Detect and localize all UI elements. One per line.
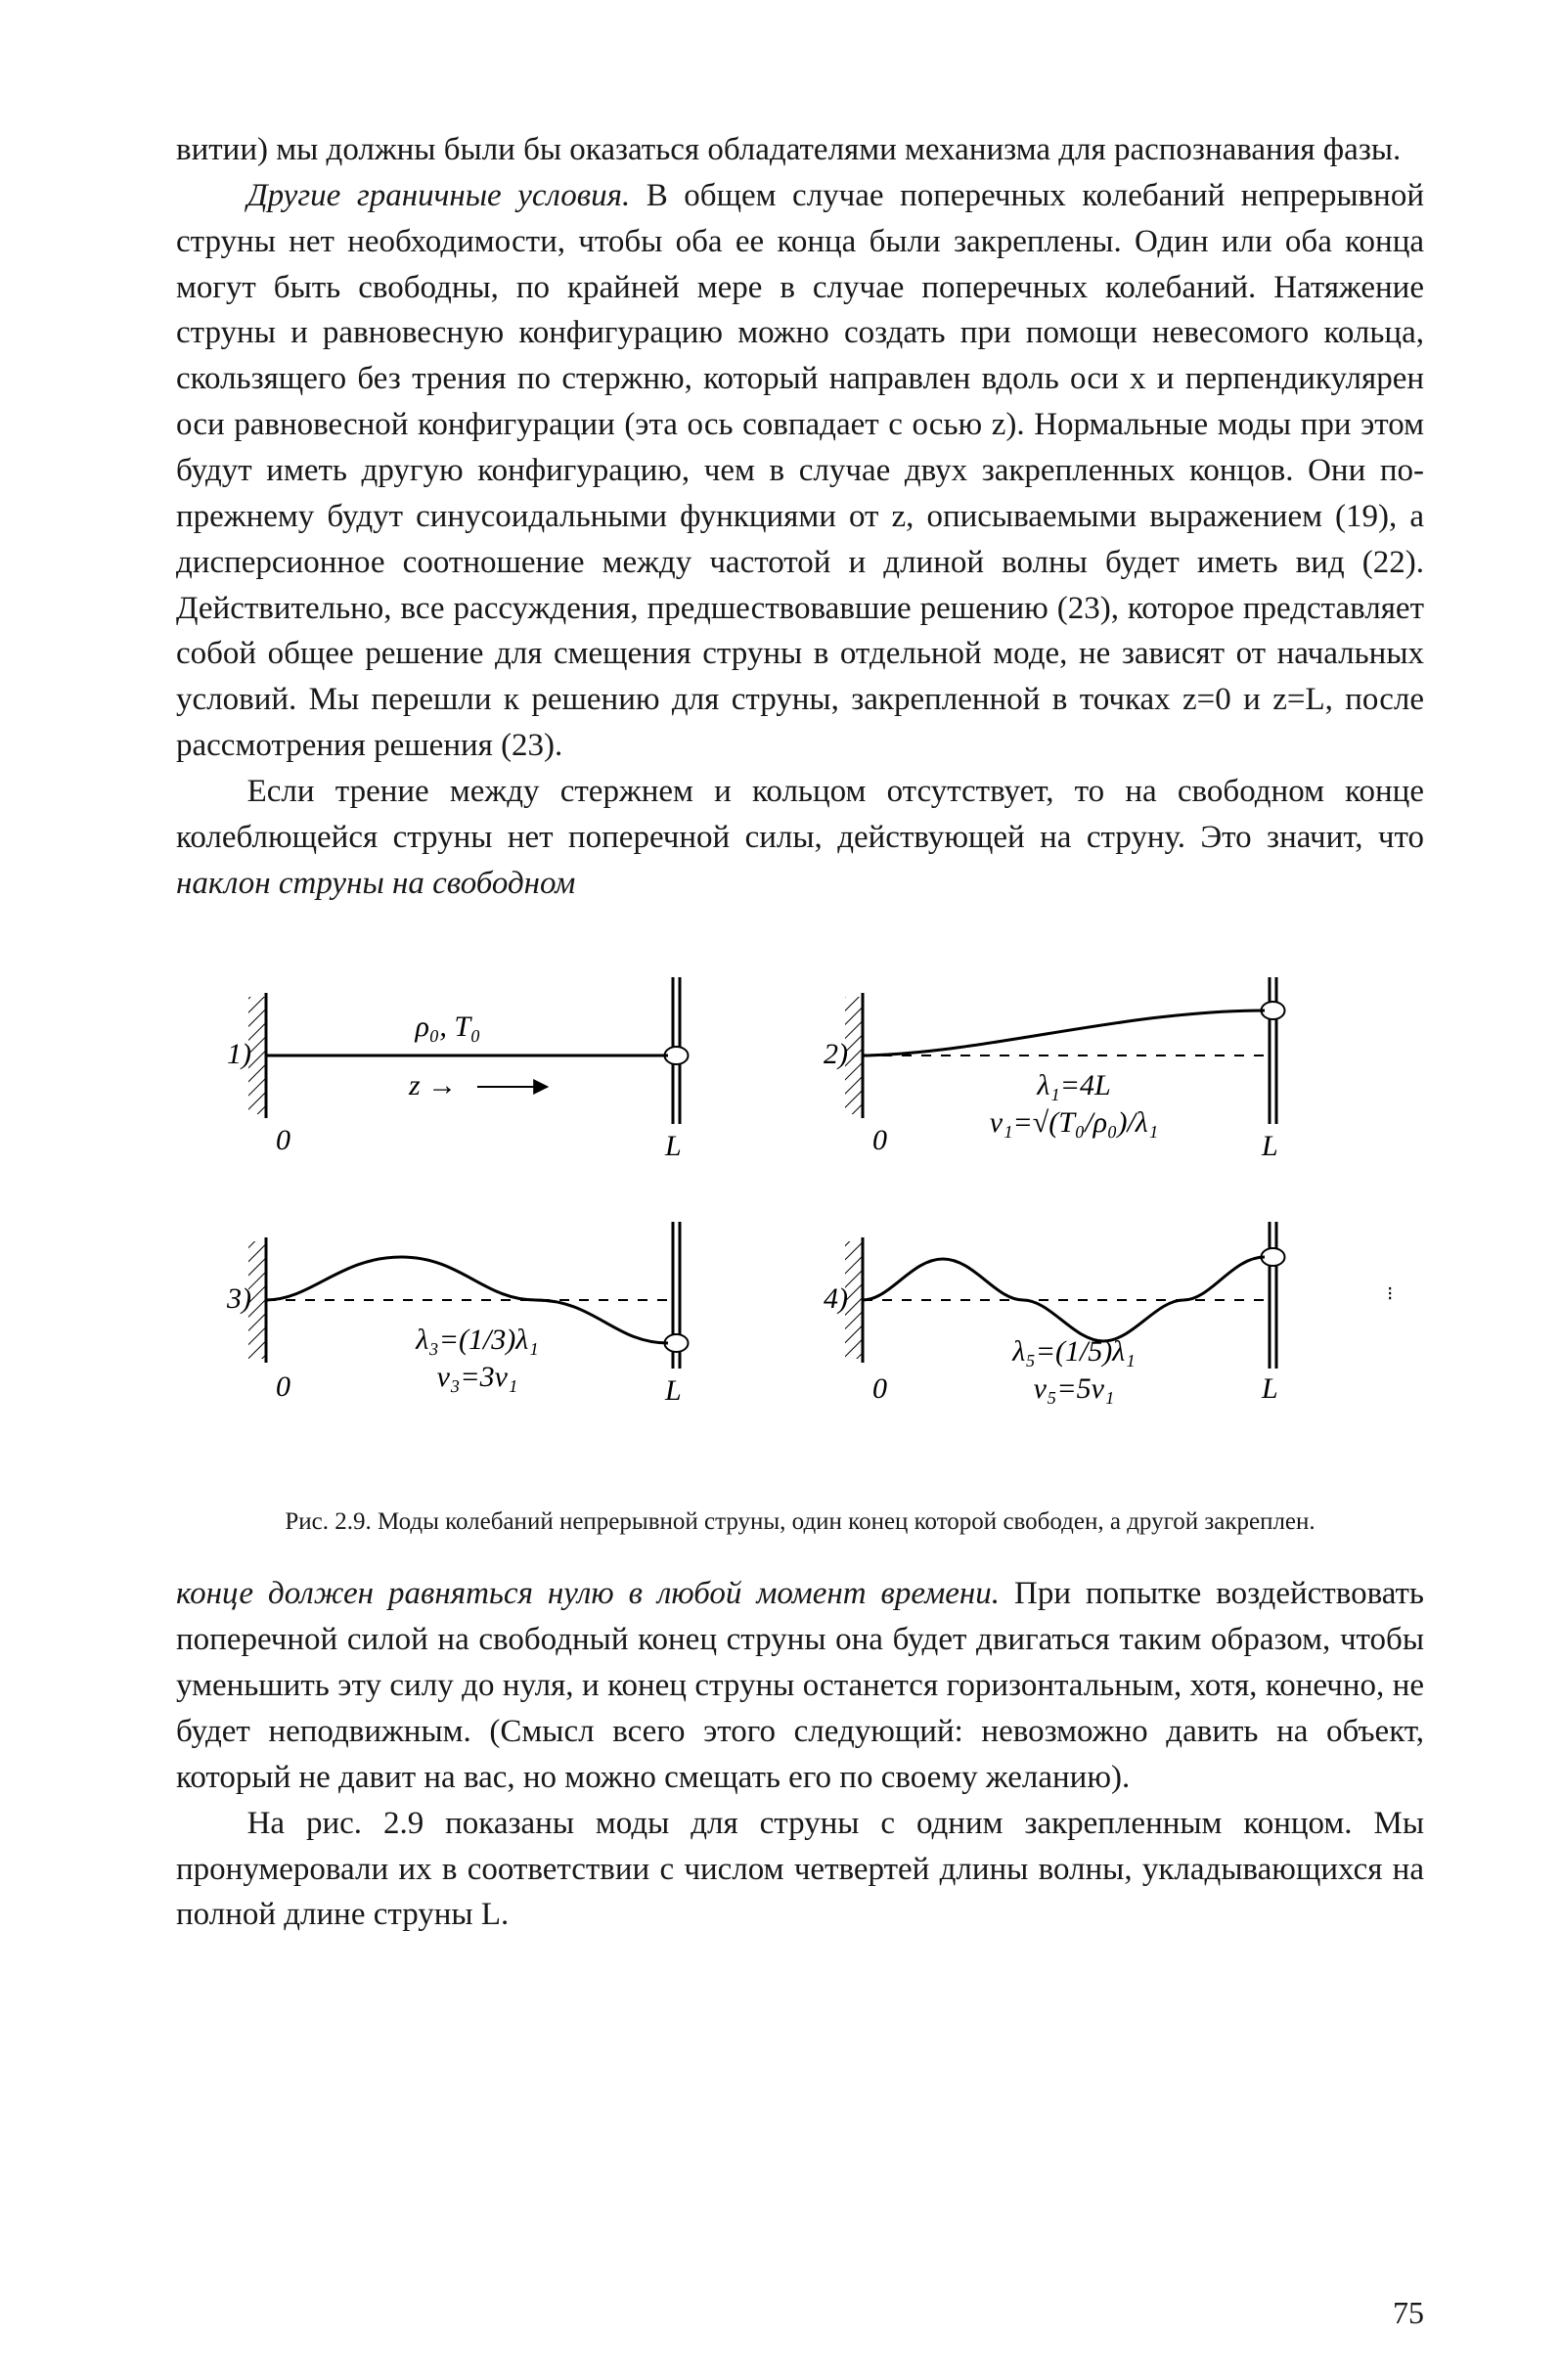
panel-1-id: 1) <box>227 1038 251 1070</box>
page: витии) мы должны были бы оказаться облад… <box>0 0 1561 2380</box>
paragraph-4: конце должен равняться нулю в любой моме… <box>176 1571 1424 1800</box>
panel-3-right-label: L <box>664 1374 682 1407</box>
panel-4-l1: λ₅=(1/5)λ₁ <box>1011 1335 1135 1368</box>
para2-lead-italic: Другие граничные условия. <box>247 178 631 213</box>
figure-2-9: 1) ρ₀, T₀ z → 0 L 2) λ₁=4L ν₁=√( <box>176 938 1424 1486</box>
para3-head: Если трение между стержнем и кольцом отс… <box>176 774 1424 855</box>
panel-2-left-label: 0 <box>872 1124 887 1156</box>
figure-caption: Рис. 2.9. Моды колебаний непрерывной стр… <box>223 1505 1377 1539</box>
body-text-block-2: конце должен равняться нулю в любой моме… <box>176 1571 1424 1938</box>
panel-4: 4) λ₅=(1/5)λ₁ ν₅=5ν₁ 0 L <box>824 1222 1285 1405</box>
panel-3: 3) λ₃=(1/3)λ₁ ν₃=3ν₁ 0 L <box>226 1222 689 1407</box>
panel-1-left-label: 0 <box>276 1124 290 1156</box>
panel-3-id: 3) <box>226 1282 251 1315</box>
panel-2-l1: λ₁=4L <box>1036 1069 1110 1101</box>
panel-3-left-label: 0 <box>276 1370 290 1403</box>
panel-2-right-label: L <box>1261 1130 1278 1162</box>
body-text-block-1: витии) мы должны были бы оказаться облад… <box>176 127 1424 907</box>
panel-1: 1) ρ₀, T₀ z → 0 L <box>227 977 689 1162</box>
para2-rest: В общем случае поперечных колебаний непр… <box>176 178 1424 763</box>
paragraph-2: Другие граничные условия. В общем случае… <box>176 173 1424 769</box>
paragraph-5: На рис. 2.9 показаны моды для струны с о… <box>176 1801 1424 1939</box>
para4-italic: конце должен равняться нулю в любой моме… <box>176 1576 1000 1611</box>
panel-3-l1: λ₃=(1/3)λ₁ <box>415 1324 538 1356</box>
page-number: 75 <box>1393 2295 1424 2331</box>
panel-4-right-label: L <box>1261 1372 1278 1405</box>
panel-4-id: 4) <box>824 1282 848 1315</box>
panel-3-l2: ν₃=3ν₁ <box>437 1361 518 1393</box>
margin-mark: ⁝ <box>1387 1283 1393 1305</box>
panel-2-id: 2) <box>824 1038 848 1070</box>
panel-1-bot: z → <box>408 1069 457 1101</box>
paragraph-3: Если трение между стержнем и кольцом отс… <box>176 769 1424 907</box>
panel-4-l2: ν₅=5ν₁ <box>1034 1372 1115 1405</box>
panel-2: 2) λ₁=4L ν₁=√(T₀/ρ₀)/λ₁ 0 L <box>824 977 1285 1162</box>
panel-2-l2: ν₁=√(T₀/ρ₀)/λ₁ <box>990 1106 1158 1139</box>
panel-1-right-label: L <box>664 1130 682 1162</box>
paragraph-1: витии) мы должны были бы оказаться облад… <box>176 127 1424 173</box>
panel-4-left-label: 0 <box>872 1372 887 1405</box>
panel-1-top: ρ₀, T₀ <box>415 1010 481 1043</box>
para3-italic: наклон струны на свободном <box>176 866 575 901</box>
figure-svg: 1) ρ₀, T₀ z → 0 L 2) λ₁=4L ν₁=√( <box>184 938 1416 1486</box>
